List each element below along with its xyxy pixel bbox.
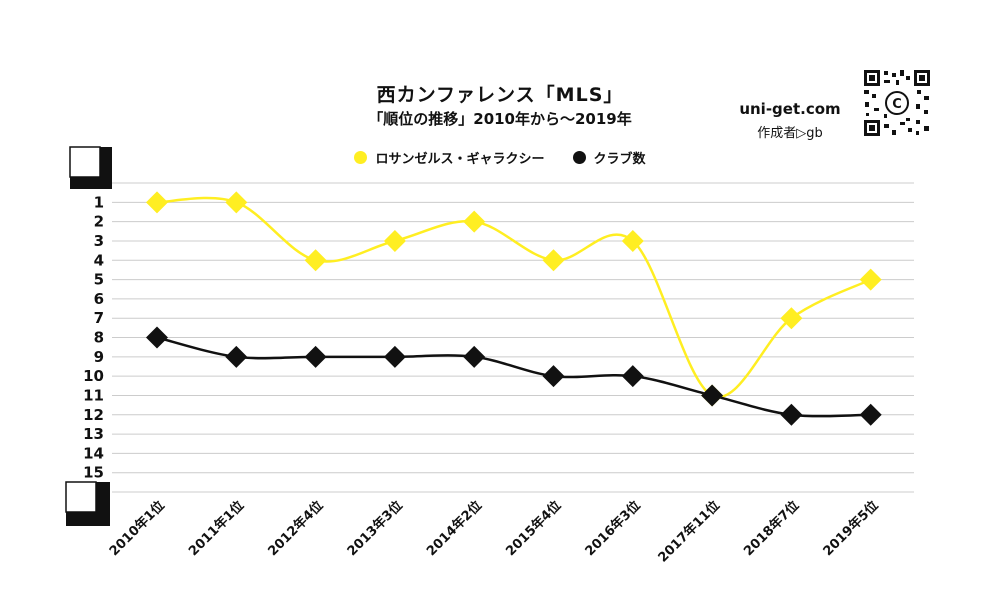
y-tick-label: 7 <box>94 309 104 327</box>
y-tick-label: 9 <box>94 348 104 366</box>
data-point-clubs <box>701 384 724 407</box>
data-point-galaxy <box>859 268 882 291</box>
y-tick-label: 6 <box>94 290 104 308</box>
legend-item-clubs: クラブ数 <box>572 148 646 167</box>
y-tick-label: 8 <box>94 329 104 347</box>
legend-label-clubs: クラブ数 <box>593 152 646 167</box>
x-tick-label: 2014年2位 <box>423 498 485 560</box>
data-point-clubs <box>225 345 248 368</box>
y-tick-label: 5 <box>94 271 104 289</box>
legend-swatch-clubs <box>572 151 586 164</box>
y-tick-label: 12 <box>83 406 104 424</box>
y-tick-label: 11 <box>83 386 104 404</box>
legend-label-galaxy: ロサンゼルス・ギャラクシー <box>375 152 545 167</box>
data-point-galaxy <box>780 307 803 330</box>
svg-text:C: C <box>892 97 902 112</box>
x-tick-label: 2018年7位 <box>741 498 803 560</box>
data-point-clubs <box>146 326 168 349</box>
y-tick-label: 4 <box>94 251 104 269</box>
site-name: uni-get.com <box>739 100 841 118</box>
x-tick-label: 2011年1位 <box>185 498 247 560</box>
author-credit: 作成者▷gb <box>757 126 823 141</box>
x-tick-label: 2019年5位 <box>820 498 882 560</box>
y-tick-label: 15 <box>83 464 104 482</box>
chart-title: 西カンファレンス「MLS」 <box>376 84 624 106</box>
corner-decoration-top <box>69 146 112 189</box>
x-tick-label: 2013年3位 <box>344 498 406 560</box>
data-point-galaxy <box>621 229 644 252</box>
data-point-clubs <box>463 345 486 368</box>
y-tick-label: 1 <box>94 193 104 211</box>
data-point-galaxy <box>463 210 486 233</box>
data-point-galaxy <box>542 249 565 272</box>
y-tick-label: 2 <box>94 213 104 231</box>
data-point-galaxy <box>304 249 327 272</box>
data-point-clubs <box>859 403 882 426</box>
corner-decoration-bottom <box>65 481 110 526</box>
x-tick-label: 2017年11位 <box>655 498 723 566</box>
series-line-clubs <box>156 336 871 418</box>
legend-swatch-galaxy <box>354 151 368 164</box>
legend-item-galaxy: ロサンゼルス・ギャラクシー <box>354 148 545 167</box>
data-point-galaxy <box>225 191 248 214</box>
y-tick-label: 10 <box>83 367 104 385</box>
data-point-clubs <box>780 403 803 426</box>
data-point-clubs <box>304 345 327 368</box>
chart-legend: ロサンゼルス・ギャラクシー クラブ数 <box>0 148 1000 167</box>
x-tick-label: 2015年4位 <box>503 498 565 560</box>
data-point-galaxy <box>383 229 406 252</box>
series-line-galaxy <box>156 196 872 399</box>
x-tick-label: 2016年3位 <box>582 498 644 560</box>
chart-subtitle: 「順位の推移」2010年から～2019年 <box>368 110 632 128</box>
data-point-clubs <box>542 365 565 388</box>
data-point-galaxy <box>146 191 168 214</box>
x-tick-label: 2010年1位 <box>106 498 168 560</box>
data-point-clubs <box>383 345 406 368</box>
qr-code-icon: C <box>862 68 932 138</box>
y-tick-label: 14 <box>83 444 104 462</box>
y-tick-label: 13 <box>83 425 104 443</box>
y-tick-label: 3 <box>94 232 104 250</box>
data-point-clubs <box>621 365 644 388</box>
x-tick-label: 2012年4位 <box>265 498 327 560</box>
